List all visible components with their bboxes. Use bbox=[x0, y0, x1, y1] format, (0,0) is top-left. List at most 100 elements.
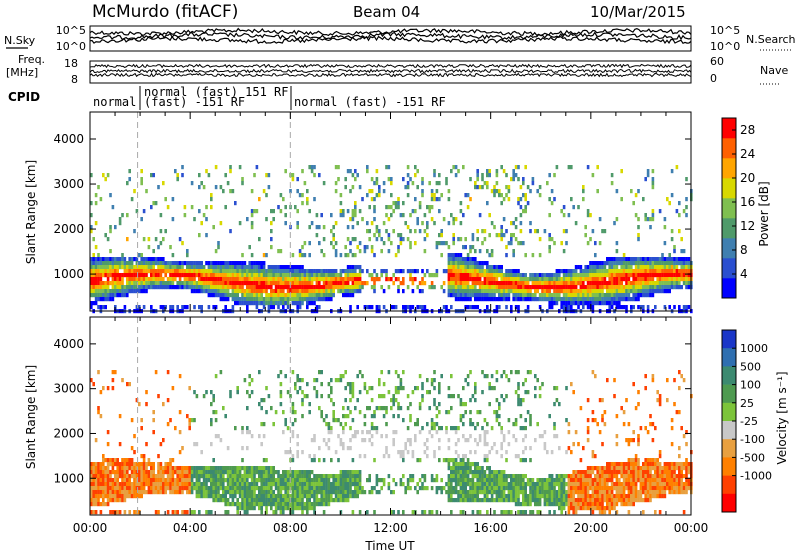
heatmap-cell bbox=[486, 181, 489, 186]
heatmap-cell bbox=[351, 289, 355, 294]
heatmap-cell bbox=[402, 458, 405, 463]
heatmap-cell bbox=[495, 269, 499, 274]
heatmap-cell bbox=[114, 281, 117, 286]
heatmap-cell bbox=[114, 269, 117, 274]
freq-traces bbox=[89, 63, 692, 78]
heatmap-cell bbox=[104, 305, 107, 310]
heatmap-cell bbox=[217, 273, 220, 278]
heatmap-cell bbox=[337, 165, 340, 170]
heatmap-cell bbox=[262, 490, 266, 495]
heatmap-cell bbox=[476, 261, 479, 266]
heatmap-cell bbox=[483, 374, 487, 379]
heatmap-cell bbox=[130, 446, 134, 451]
heatmap-cell bbox=[267, 301, 271, 306]
heatmap-cell bbox=[466, 269, 470, 274]
heatmap-cell bbox=[428, 285, 431, 290]
heatmap-cell bbox=[114, 261, 117, 266]
heatmap-cell bbox=[661, 257, 664, 262]
heatmap-cell bbox=[507, 269, 511, 274]
heatmap-cell bbox=[351, 273, 355, 278]
heatmap-cell bbox=[632, 257, 635, 262]
heatmap-cell bbox=[582, 189, 585, 194]
heatmap-cell bbox=[457, 293, 460, 298]
heatmap-cell bbox=[397, 450, 400, 455]
heatmap-cell bbox=[574, 265, 578, 270]
heatmap-cell bbox=[411, 209, 415, 214]
heatmap-cell bbox=[315, 486, 319, 491]
heatmap-cell bbox=[342, 478, 345, 483]
heatmap-cell bbox=[519, 185, 523, 190]
cpid-segment-normal: normal bbox=[93, 95, 136, 109]
heatmap-cell bbox=[140, 269, 143, 274]
heatmap-cell bbox=[294, 478, 297, 483]
heatmap-cell bbox=[118, 257, 122, 262]
heatmap-cell bbox=[349, 277, 352, 282]
heatmap-cell bbox=[159, 466, 163, 471]
heatmap-cell bbox=[274, 502, 278, 507]
heatmap-cell bbox=[318, 305, 321, 310]
heatmap-cell bbox=[142, 466, 146, 471]
heatmap-cell bbox=[474, 261, 477, 266]
heatmap-cell bbox=[188, 418, 191, 423]
heatmap-cell bbox=[226, 281, 230, 286]
heatmap-cell bbox=[370, 305, 374, 310]
heatmap-cell bbox=[118, 442, 122, 447]
heatmap-cell bbox=[260, 502, 263, 507]
heatmap-cell bbox=[447, 269, 451, 274]
heatmap-cell bbox=[687, 265, 691, 270]
heatmap-cell bbox=[565, 293, 568, 298]
heatmap-cell bbox=[574, 277, 578, 282]
heatmap-cell bbox=[634, 213, 638, 218]
heatmap-cell bbox=[462, 470, 465, 475]
heatmap-cell bbox=[418, 305, 422, 310]
heatmap-cell bbox=[356, 221, 359, 226]
heatmap-cell bbox=[625, 273, 628, 278]
heatmap-cell bbox=[210, 478, 213, 483]
heatmap-cell bbox=[346, 293, 350, 298]
heatmap-cell bbox=[445, 482, 448, 487]
heatmap-cell bbox=[370, 273, 374, 278]
heatmap-cell bbox=[279, 394, 283, 399]
heatmap-cell bbox=[234, 474, 237, 479]
heatmap-cell bbox=[366, 430, 369, 435]
heatmap-cell bbox=[469, 490, 472, 495]
heatmap-cell bbox=[140, 265, 143, 270]
heatmap-cell bbox=[418, 402, 422, 407]
heatmap-cell bbox=[298, 265, 302, 270]
heatmap-cell bbox=[630, 289, 633, 294]
heatmap-cell bbox=[310, 169, 314, 174]
heatmap-cell bbox=[454, 257, 458, 262]
heatmap-cell bbox=[154, 273, 158, 278]
heatmap-cell bbox=[486, 169, 489, 174]
heatmap-cell bbox=[495, 486, 499, 491]
heatmap-cell bbox=[267, 185, 271, 190]
heatmap-cell bbox=[399, 269, 403, 274]
heatmap-cell bbox=[469, 273, 472, 278]
heatmap-cell bbox=[409, 269, 412, 274]
heatmap-cell bbox=[483, 470, 487, 475]
heatmap-cell bbox=[214, 470, 218, 475]
heatmap-cell bbox=[567, 273, 571, 278]
heatmap-cell bbox=[591, 305, 595, 310]
heatmap-cell bbox=[464, 193, 467, 198]
heatmap-cell bbox=[303, 289, 307, 294]
cpid-panel: CPID normal normal (fast) 151 RF (fast) … bbox=[8, 85, 446, 110]
heatmap-cell bbox=[649, 257, 652, 262]
heatmap-cell bbox=[649, 293, 652, 298]
heatmap-cell bbox=[202, 494, 206, 499]
heatmap-cell bbox=[466, 466, 470, 471]
heatmap-cell bbox=[495, 265, 499, 270]
heatmap-cell bbox=[92, 494, 95, 499]
heatmap-cell bbox=[596, 273, 599, 278]
heatmap-cell bbox=[464, 482, 467, 487]
heatmap-cell bbox=[310, 273, 314, 278]
heatmap-cell bbox=[615, 297, 619, 302]
heatmap-cell bbox=[123, 458, 127, 463]
heatmap-cell bbox=[229, 269, 232, 274]
heatmap-cell bbox=[435, 510, 439, 515]
heatmap-cell bbox=[126, 273, 129, 278]
heatmap-cell bbox=[502, 285, 506, 290]
heatmap-cell bbox=[118, 486, 122, 491]
heatmap-cell bbox=[421, 486, 424, 491]
heatmap-cell bbox=[104, 466, 107, 471]
